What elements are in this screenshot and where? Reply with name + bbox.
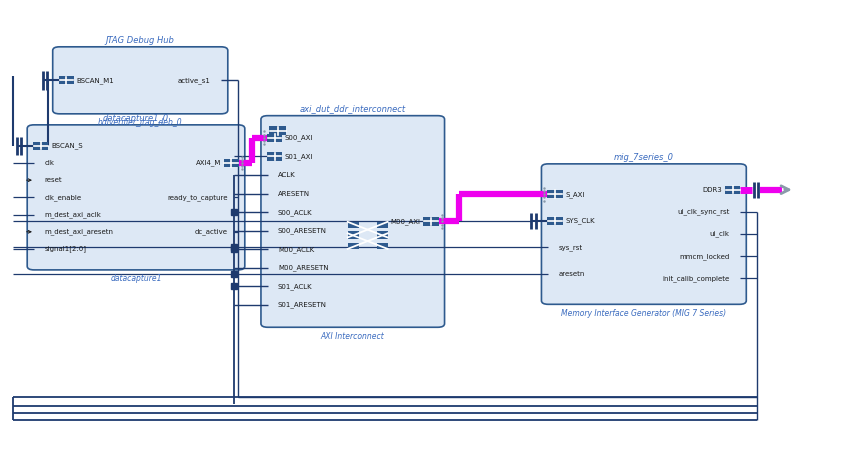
Text: sys_rst: sys_rst — [558, 244, 582, 251]
Text: mig_7series_0: mig_7series_0 — [614, 152, 674, 162]
Text: SYS_CLK: SYS_CLK — [565, 218, 595, 224]
Text: datacapture1: datacapture1 — [110, 274, 162, 284]
Text: S00_ARESETN: S00_ARESETN — [278, 227, 327, 234]
Bar — [348, 243, 359, 249]
Text: signal1[2:0]: signal1[2:0] — [44, 246, 86, 252]
Text: M00_ARESETN: M00_ARESETN — [278, 264, 329, 271]
Bar — [267, 134, 282, 142]
Text: clk: clk — [44, 160, 54, 166]
Text: active_s1: active_s1 — [178, 77, 211, 84]
Text: datacapture1_0: datacapture1_0 — [103, 113, 169, 123]
Text: AXI4_M: AXI4_M — [196, 160, 221, 166]
Text: S01_ACLK: S01_ACLK — [278, 283, 313, 290]
Text: clk_enable: clk_enable — [44, 194, 82, 201]
FancyBboxPatch shape — [261, 116, 445, 327]
Text: ARESETN: ARESETN — [278, 190, 310, 196]
Text: BSCAN_S: BSCAN_S — [51, 142, 82, 149]
Bar — [59, 76, 74, 84]
Bar — [267, 152, 282, 161]
Bar — [33, 141, 48, 150]
Text: axi_dut_ddr_interconnect: axi_dut_ddr_interconnect — [300, 104, 405, 113]
Text: BSCAN_M1: BSCAN_M1 — [76, 77, 114, 84]
Text: m_dest_axi_aresetn: m_dest_axi_aresetn — [44, 229, 113, 235]
Text: ready_to_capture: ready_to_capture — [167, 194, 228, 201]
Bar — [725, 185, 740, 194]
Text: JTAG Debug Hub: JTAG Debug Hub — [105, 35, 175, 45]
Text: S01_AXI: S01_AXI — [285, 153, 313, 160]
Text: S00_ACLK: S00_ACLK — [278, 209, 313, 216]
Text: m_dest_axi_aclk: m_dest_axi_aclk — [44, 211, 101, 218]
Bar — [423, 218, 439, 226]
FancyBboxPatch shape — [53, 47, 228, 114]
Text: reset: reset — [44, 177, 62, 183]
Text: dc_active: dc_active — [195, 229, 228, 235]
Text: ui_clk_sync_rst: ui_clk_sync_rst — [677, 208, 729, 215]
Text: hdlverifier_jtag_deb_0: hdlverifier_jtag_deb_0 — [98, 118, 183, 128]
Text: ACLK: ACLK — [278, 172, 296, 178]
FancyBboxPatch shape — [541, 164, 746, 304]
Text: init_calib_complete: init_calib_complete — [662, 275, 729, 282]
Bar — [269, 126, 286, 135]
Bar — [547, 190, 563, 198]
Text: S_AXI: S_AXI — [565, 191, 585, 197]
Text: mmcm_locked: mmcm_locked — [679, 253, 729, 260]
Text: S01_ARESETN: S01_ARESETN — [278, 302, 327, 308]
Text: aresetn: aresetn — [558, 271, 585, 277]
Text: ui_clk: ui_clk — [709, 231, 729, 237]
Text: Memory Interface Generator (MIG 7 Series): Memory Interface Generator (MIG 7 Series… — [561, 309, 727, 318]
Bar — [377, 233, 388, 239]
Text: DDR3: DDR3 — [703, 187, 722, 193]
Bar — [348, 231, 359, 237]
Text: AXI Interconnect: AXI Interconnect — [321, 332, 384, 341]
Bar — [348, 233, 359, 239]
Bar — [377, 222, 388, 228]
Bar — [377, 243, 388, 249]
Text: S00_AXI: S00_AXI — [285, 134, 313, 141]
Bar — [547, 217, 563, 225]
Bar — [224, 159, 239, 167]
Text: M00_ACLK: M00_ACLK — [278, 246, 314, 253]
Bar — [348, 222, 359, 228]
Bar — [377, 231, 388, 237]
FancyBboxPatch shape — [27, 125, 245, 270]
Text: M00_AXI: M00_AXI — [391, 218, 421, 225]
